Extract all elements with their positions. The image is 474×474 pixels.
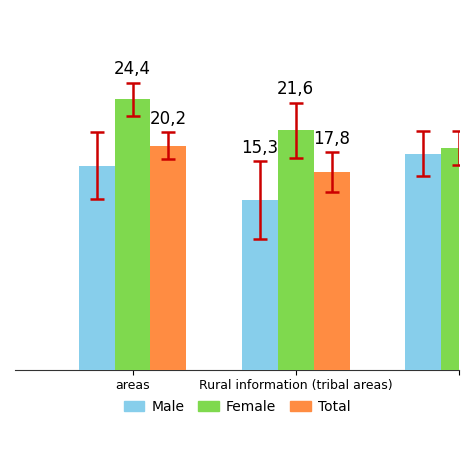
- Bar: [278, 130, 314, 370]
- Bar: [405, 154, 441, 370]
- Text: 17,8: 17,8: [313, 130, 350, 148]
- Bar: [150, 146, 186, 370]
- Text: 15,3: 15,3: [241, 139, 278, 157]
- Bar: [115, 99, 150, 370]
- Bar: [314, 173, 350, 370]
- Bar: [242, 200, 278, 370]
- Bar: [441, 148, 474, 370]
- Text: 24,4: 24,4: [114, 60, 151, 78]
- Legend: Male, Female, Total: Male, Female, Total: [118, 394, 356, 419]
- Text: 20,2: 20,2: [150, 110, 187, 128]
- Text: 21,6: 21,6: [277, 80, 314, 98]
- Bar: [79, 166, 115, 370]
